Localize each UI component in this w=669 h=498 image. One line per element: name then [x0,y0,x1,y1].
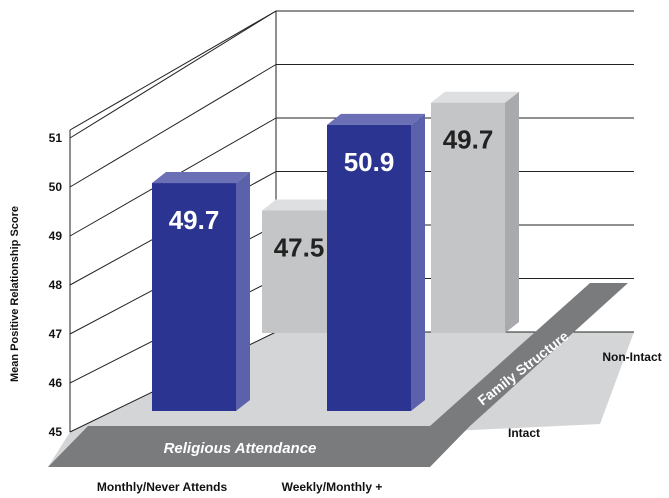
data-label: 50.9 [344,147,395,177]
series-label: Intact [508,426,540,440]
bar-side [236,172,250,411]
category-label: Weekly/Monthly + [282,480,383,494]
bar-front [262,210,336,333]
bars: 47.5 49.7 49.7 50.9 [152,91,519,411]
y-tick-label: 51 [49,131,63,145]
bar-top [152,172,250,184]
bar: 49.7 [431,91,519,333]
gridline-side [69,10,277,139]
bar: 49.7 [152,172,250,411]
bar: 50.9 [327,113,425,411]
y-tick-label: 45 [49,425,63,439]
bar-top [327,113,425,125]
bar-front [431,102,505,333]
y-axis-ticks: 45 46 47 48 49 50 51 [49,131,63,439]
y-tick-label: 50 [49,180,63,194]
series-label: Non-Intact [602,350,661,364]
y-tick-label: 48 [49,278,63,292]
family-structure-band [430,283,628,426]
category-label: Monthly/Never Attends [97,480,228,494]
y-tick-label: 47 [49,327,63,341]
y-tick-label: 46 [49,376,63,390]
bar-side [505,91,519,333]
data-label: 49.7 [443,125,494,155]
bar-top [431,91,519,103]
bar-side [411,113,425,411]
gridline-side [69,64,277,188]
x-axis-title: Religious Attendance [164,440,317,457]
data-label: 49.7 [169,205,220,235]
bar-front [327,124,411,411]
y-tick-label: 49 [49,229,63,243]
bar-front [152,183,236,411]
y-axis-label: Mean Positive Relationship Score [9,206,21,382]
religious-attendance-band [48,426,470,467]
top-edge [69,10,277,131]
data-label: 47.5 [274,233,325,263]
